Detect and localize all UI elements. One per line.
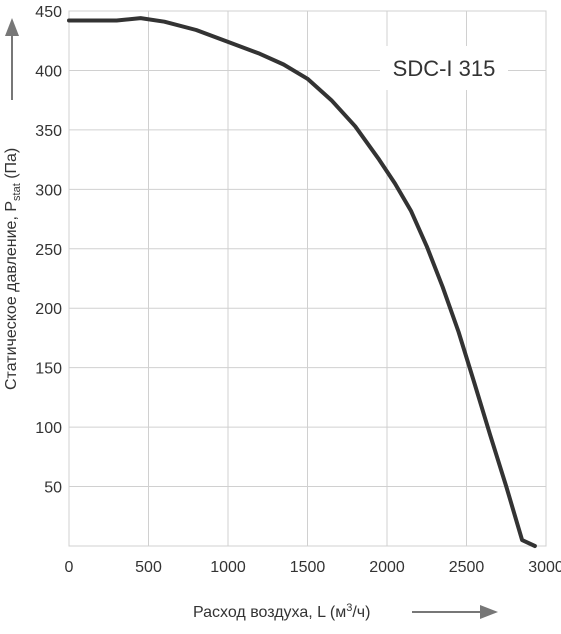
y-axis-title-group: Статическое давление, Pstat (Па) [3,148,23,390]
model-badge-background [380,46,508,90]
y-tick-label: 50 [44,480,62,497]
x-tick-label: 500 [135,559,162,576]
x-tick-label: 2500 [449,559,485,576]
x-axis-arrow [412,605,498,619]
grid [68,10,547,547]
y-tick-label: 250 [35,242,62,259]
y-tick-label: 350 [35,123,62,140]
y-axis-title: Статическое давление, Pstat (Па) [3,148,23,390]
x-tick-labels: 0 500 1000 1500 2000 2500 3000 [65,559,561,576]
y-tick-label: 450 [35,4,62,21]
x-tick-label: 1500 [290,559,326,576]
y-tick-label: 100 [35,420,62,437]
model-badge: SDC-I 315 [393,56,496,81]
y-tick-label: 200 [35,301,62,318]
x-axis-title: Расход воздуха, L (м3/ч) [193,602,370,621]
x-tick-label: 2000 [369,559,405,576]
y-tick-label: 150 [35,361,62,378]
x-tick-label: 1000 [210,559,246,576]
x-tick-label: 0 [65,559,74,576]
y-tick-label: 400 [35,63,62,80]
y-tick-label: 300 [35,182,62,199]
series-line [67,16,537,548]
x-tick-label: 3000 [528,559,561,576]
y-tick-labels: 50 100 150 200 250 300 350 400 450 [35,4,62,497]
y-axis-arrow [5,18,19,100]
